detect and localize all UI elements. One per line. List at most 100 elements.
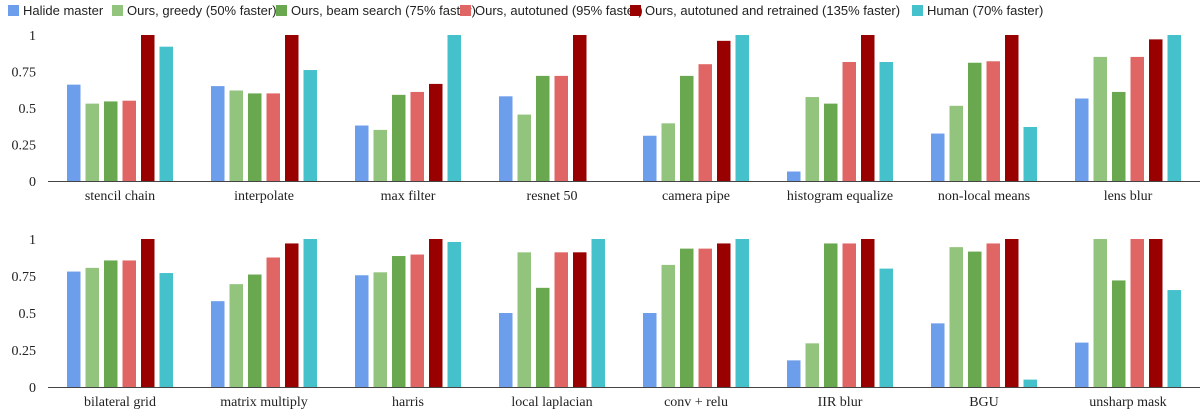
bar (429, 239, 443, 387)
y-tick-label: 0.75 (12, 66, 37, 81)
bar (698, 64, 712, 181)
bar (285, 243, 299, 387)
bar (717, 243, 731, 387)
y-tick-label: 0.75 (12, 270, 37, 285)
bar (573, 35, 587, 181)
bar (1112, 91, 1126, 181)
y-tick-label: 0.25 (12, 139, 37, 154)
bar (949, 247, 963, 387)
legend-label-1: Ours, greedy (50% faster) (127, 3, 277, 18)
x-category-label: non-local means (938, 189, 1030, 204)
bar (122, 100, 136, 181)
bar (643, 135, 657, 181)
bar (1093, 56, 1107, 181)
bar (842, 62, 856, 182)
bar (536, 287, 550, 387)
bar (517, 114, 531, 181)
x-category-label: matrix multiply (220, 395, 308, 410)
bar (986, 61, 1000, 181)
bar (67, 84, 81, 181)
y-tick-label: 0 (29, 175, 36, 190)
bar (680, 75, 694, 181)
bar (248, 274, 262, 387)
bar (141, 239, 155, 387)
chart-panel-0: 0 0.25 0.5 0.75 1 stencil chain interpolate max… (12, 29, 1200, 204)
bar (861, 239, 875, 387)
bar (1023, 126, 1037, 181)
bar (1023, 379, 1037, 387)
x-category-label: local laplacian (511, 395, 592, 410)
bar (842, 243, 856, 387)
bar (536, 75, 550, 181)
x-category-label: harris (392, 395, 424, 410)
legend-swatch-0 (8, 5, 19, 16)
bar (1005, 239, 1019, 387)
bar (355, 125, 369, 181)
bar (229, 90, 243, 181)
bar (931, 323, 945, 387)
legend-label-2: Ours, beam search (75% faster) (291, 3, 476, 18)
legend-swatch-4 (630, 5, 641, 16)
bar (266, 93, 280, 181)
bar (591, 239, 605, 387)
bar (429, 83, 443, 181)
bar (1075, 98, 1089, 181)
legend-swatch-1 (112, 5, 123, 16)
bar (735, 35, 749, 181)
legend-label-3: Ours, autotuned (95% faster) (475, 3, 643, 18)
x-category-label: unsharp mask (1089, 395, 1166, 410)
bar (573, 252, 587, 387)
bar (410, 254, 424, 387)
x-category-label: interpolate (234, 189, 294, 204)
bar (285, 35, 299, 181)
bar (1130, 239, 1144, 387)
bar (661, 123, 675, 181)
bar (447, 35, 461, 181)
bar (805, 97, 819, 181)
bar (1093, 239, 1107, 387)
bar (680, 248, 694, 387)
bar (949, 105, 963, 181)
bar (266, 257, 280, 387)
x-category-label: lens blur (1104, 189, 1153, 204)
bar (211, 301, 225, 387)
bar (968, 62, 982, 181)
bar (1130, 56, 1144, 181)
legend-swatch-3 (460, 5, 471, 16)
x-category-label: conv + relu (664, 395, 728, 410)
bar (517, 252, 531, 387)
x-category-label: IIR blur (818, 395, 863, 410)
bar (824, 243, 838, 387)
bar (392, 256, 406, 387)
bar (499, 313, 513, 387)
bar (787, 171, 801, 181)
bar (1167, 35, 1181, 181)
bar (861, 35, 875, 181)
y-tick-label: 0 (29, 381, 36, 396)
bar (85, 103, 99, 181)
x-category-label: bilateral grid (84, 395, 156, 410)
bar (805, 343, 819, 387)
x-category-label: histogram equalize (787, 189, 893, 204)
bar (355, 275, 369, 387)
bar (1149, 239, 1163, 387)
x-category-label: stencil chain (85, 189, 155, 204)
bar (1149, 39, 1163, 181)
bar (410, 91, 424, 181)
bar (661, 264, 675, 387)
bar (159, 46, 173, 182)
bar (141, 35, 155, 181)
chart-panel-1: 0 0.25 0.5 0.75 1 bilateral grid matrix multip… (12, 233, 1200, 410)
bar (499, 96, 513, 181)
bar (1075, 342, 1089, 387)
bar (85, 267, 99, 387)
chart-panels: 0 0.25 0.5 0.75 1 stencil chain interpolate max… (12, 29, 1200, 410)
y-tick-label: 0.5 (19, 102, 37, 117)
bar (824, 103, 838, 181)
bar (735, 239, 749, 387)
bar (211, 86, 225, 181)
legend-label-5: Human (70% faster) (927, 3, 1043, 18)
bar (1112, 280, 1126, 387)
bar (643, 313, 657, 387)
